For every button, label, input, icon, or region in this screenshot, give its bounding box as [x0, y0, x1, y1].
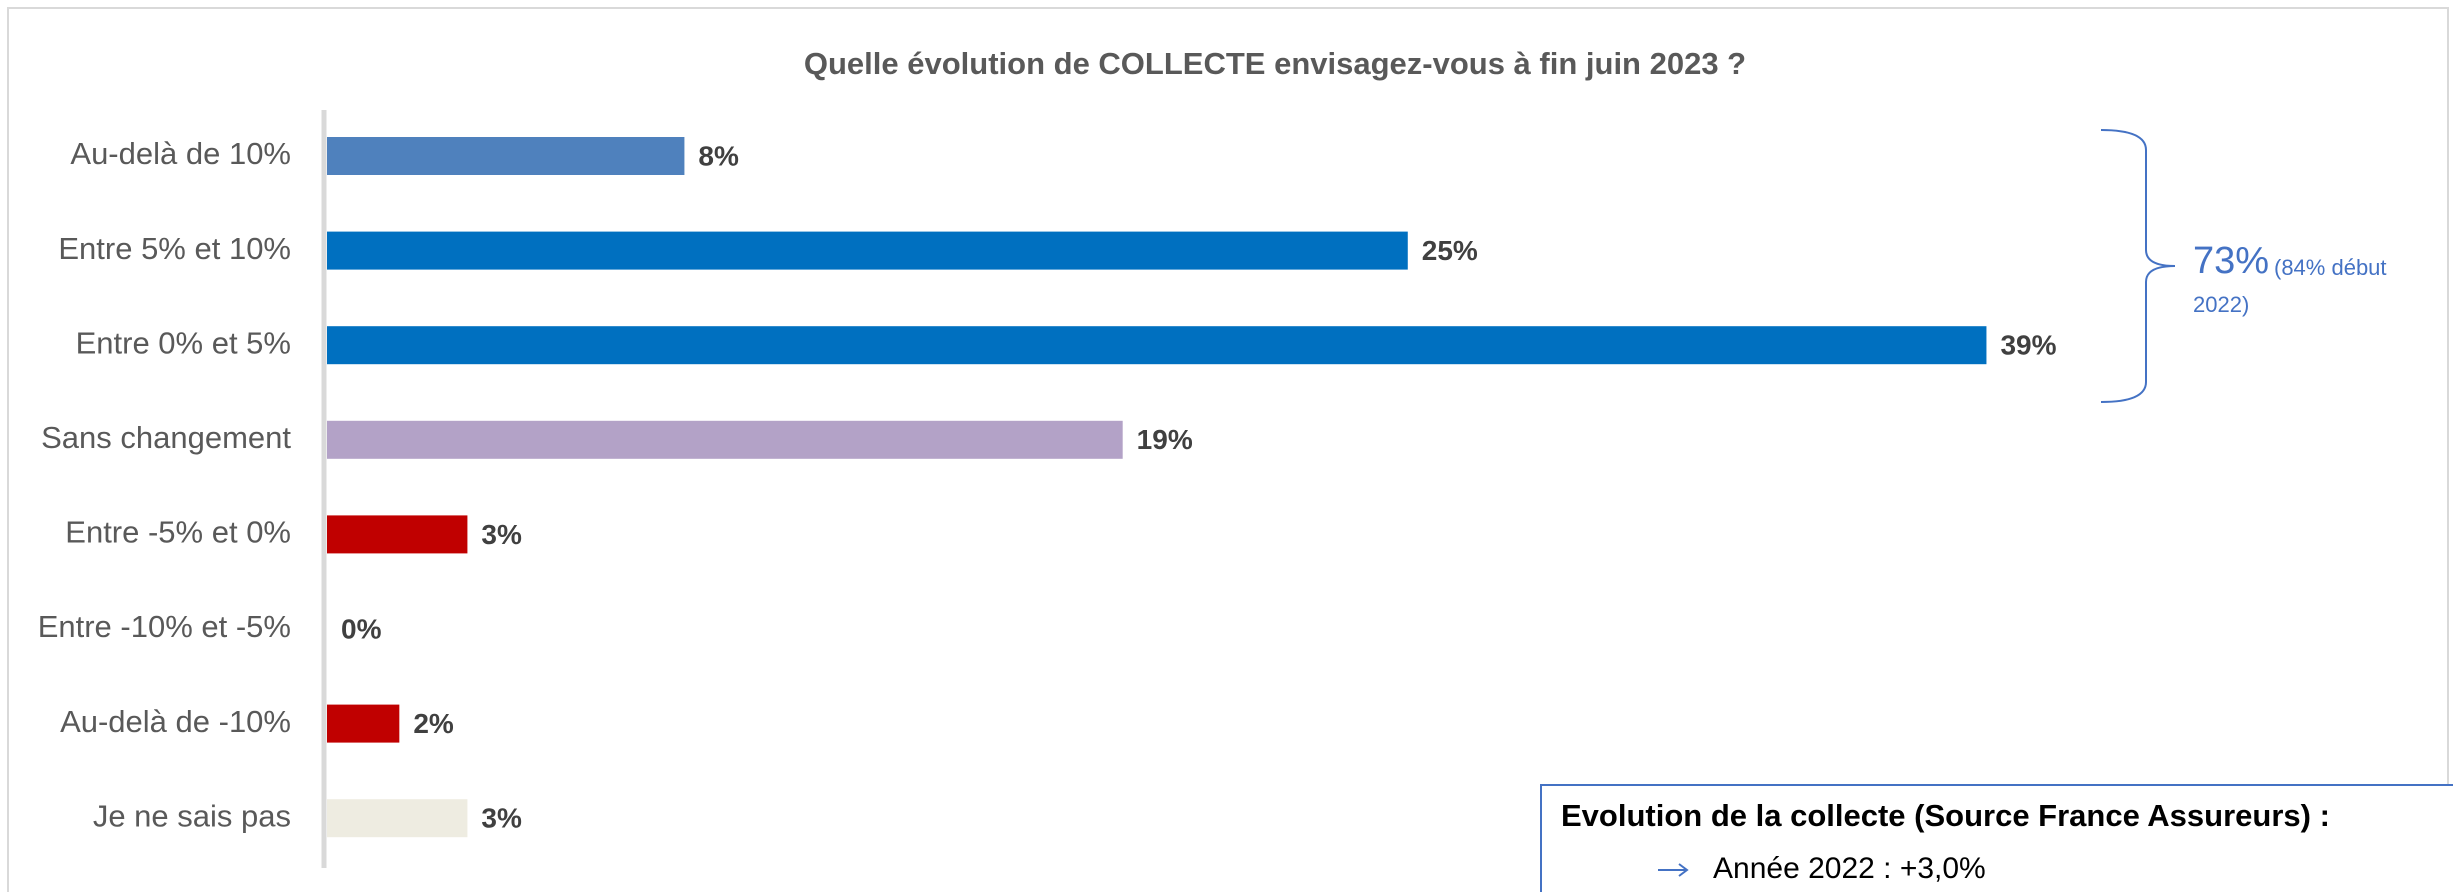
bar [327, 704, 400, 743]
category-label: Au-delà de 10% [70, 136, 291, 171]
category-label: Entre 5% et 10% [58, 231, 291, 266]
info-box-title: Evolution de la collecte (Source France … [1561, 798, 2330, 833]
value-label: 19% [1137, 424, 1193, 455]
value-label: 3% [481, 519, 522, 550]
category-label: Au-delà de -10% [60, 704, 291, 739]
bar [327, 231, 1408, 270]
bracket [2100, 129, 2176, 403]
bar [327, 420, 1123, 459]
category-label: Sans changement [41, 420, 291, 455]
chart-title: Quelle évolution de COLLECTE envisagez-v… [804, 46, 1746, 81]
category-label: Entre -5% et 0% [65, 515, 291, 550]
bar [327, 799, 468, 838]
value-label: 8% [698, 140, 739, 171]
bar [327, 137, 685, 175]
value-label: 3% [481, 803, 522, 834]
bracket-note-line: (84% début [2274, 255, 2387, 280]
bracket-label: 73% [2193, 240, 2269, 282]
arrow-head [1678, 863, 1689, 877]
chart-border [7, 7, 2449, 892]
bar [327, 515, 468, 554]
bar [327, 326, 1987, 365]
category-label: Entre -10% et -5% [38, 609, 291, 644]
value-label: 2% [413, 708, 454, 739]
value-label: 39% [2000, 330, 2056, 361]
value-label: 25% [1422, 235, 1478, 266]
info-box-item: Année 2022 : +3,0% [1713, 852, 1986, 885]
bracket-note: (84% début 2022) [2193, 255, 2387, 317]
bracket-note-line: 2022) [2193, 292, 2249, 317]
category-label: Entre 0% et 5% [76, 325, 291, 360]
info-box [1540, 784, 2453, 892]
value-label: 0% [341, 613, 382, 644]
category-label: Je ne sais pas [93, 798, 291, 833]
